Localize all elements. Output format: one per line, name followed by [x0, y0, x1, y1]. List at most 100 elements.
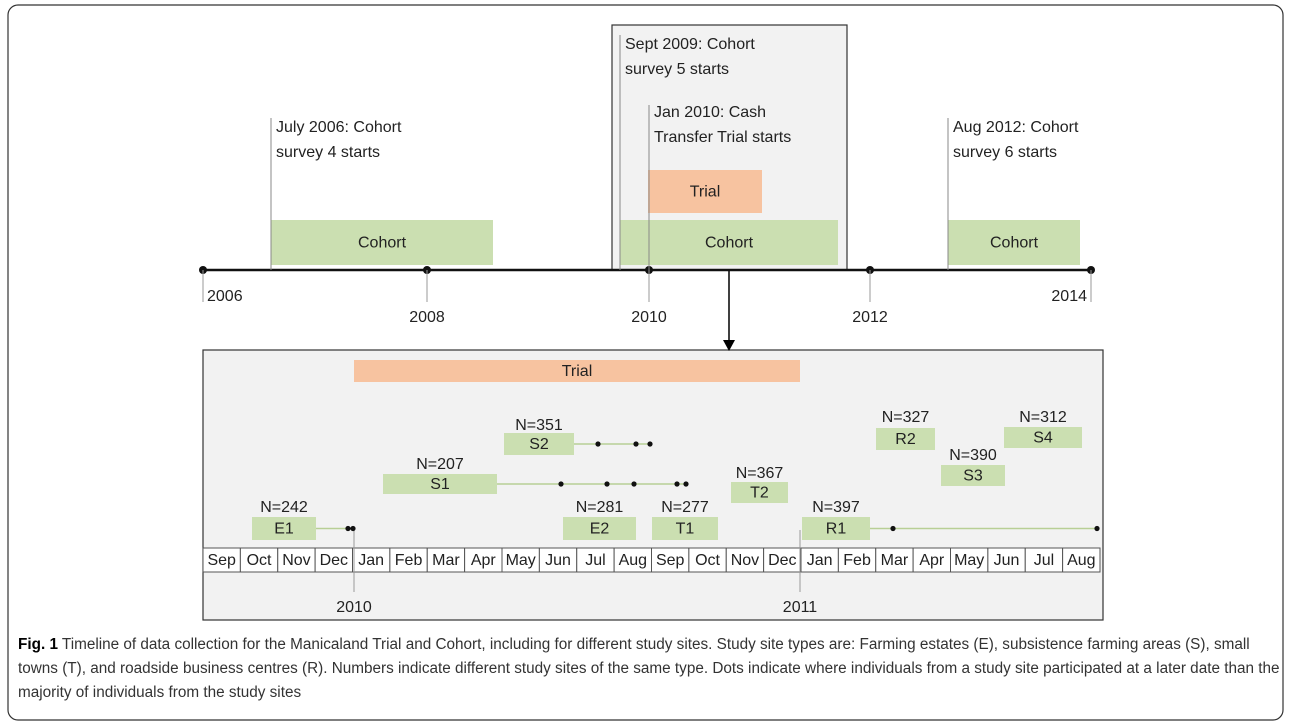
month-cell — [837, 547, 877, 573]
site-bar — [731, 482, 788, 503]
site-bar — [504, 433, 574, 455]
month-label: Mar — [881, 552, 909, 569]
followup-dot — [595, 441, 601, 447]
site-n: N=327 — [882, 409, 930, 426]
month-label: Mar — [432, 552, 460, 569]
year-label: 2008 — [409, 309, 445, 326]
site-n: N=312 — [1019, 409, 1067, 426]
month-cell — [912, 547, 951, 573]
period-bar — [271, 220, 493, 265]
site-n: N=367 — [736, 465, 784, 482]
site-bar — [563, 517, 636, 540]
frame — [7, 4, 1284, 721]
event-label: July 2006: Cohort — [276, 119, 402, 136]
month-label: Jul — [585, 552, 605, 569]
followup-dot — [1094, 525, 1100, 532]
followup-dot — [674, 481, 680, 487]
month-cell — [538, 547, 578, 573]
year-label: 2006 — [207, 288, 243, 305]
site-bar — [252, 517, 316, 540]
month-label: Aug — [619, 552, 647, 569]
site-n: N=281 — [576, 499, 624, 516]
event-label: Sept 2009: Cohort — [625, 36, 755, 53]
period-label: Cohort — [705, 235, 754, 252]
month-label: Dec — [768, 552, 796, 569]
period-label: Cohort — [990, 235, 1039, 252]
month-label: Jul — [1034, 552, 1054, 569]
period-bar — [620, 220, 838, 265]
month-label: Apr — [471, 552, 497, 569]
followup-dot — [890, 525, 896, 532]
month-cell — [651, 547, 690, 573]
month-label: Dec — [320, 552, 348, 569]
followup-dot — [345, 525, 351, 532]
followup-dot — [631, 481, 637, 487]
site-bar — [876, 428, 935, 450]
month-label: Oct — [695, 552, 720, 569]
arrow-head — [723, 340, 735, 351]
event-label: Transfer Trial starts — [654, 129, 791, 146]
event-label: survey 5 starts — [625, 61, 729, 78]
event-label: survey 4 starts — [276, 144, 380, 161]
site-label: S3 — [963, 468, 983, 485]
event-label: Aug 2012: Cohort — [953, 119, 1079, 136]
month-cell — [613, 547, 652, 573]
month-cell — [239, 547, 279, 573]
site-n: N=242 — [260, 499, 308, 516]
month-cell — [950, 547, 989, 573]
month-label: Apr — [919, 552, 945, 569]
month-label: Feb — [843, 552, 871, 569]
year-label: 2011 — [783, 599, 818, 616]
site-label: T1 — [676, 521, 695, 538]
caption-text: Timeline of data collection for the Mani… — [18, 636, 1280, 701]
followup-dot — [647, 441, 653, 447]
month-cell — [501, 547, 540, 573]
site-label: S2 — [529, 436, 549, 453]
site-n: N=390 — [949, 447, 997, 464]
site-label: S4 — [1033, 430, 1053, 447]
period-bar — [648, 170, 762, 213]
followup-dot — [633, 441, 639, 447]
month-label: Sep — [656, 552, 685, 569]
month-cell — [725, 547, 765, 573]
period-label: Trial — [690, 184, 721, 201]
year-label: 2010 — [336, 599, 372, 616]
site-label: S1 — [430, 476, 450, 493]
month-label: Feb — [395, 552, 423, 569]
trial-bar — [354, 360, 800, 382]
followup-dot — [350, 525, 356, 532]
site-label: E1 — [274, 521, 294, 538]
caption: Fig. 1 Timeline of data collection for t… — [18, 633, 1280, 705]
month-cell — [314, 547, 353, 573]
month-cell — [277, 547, 316, 573]
followup-dot — [604, 481, 610, 487]
site-n: N=351 — [515, 417, 563, 434]
site-bar — [941, 465, 1005, 486]
event-label: Jan 2010: Cash — [654, 104, 766, 121]
month-label: Oct — [247, 552, 272, 569]
caption-label: Fig. 1 — [18, 636, 58, 653]
month-cell — [1062, 547, 1101, 573]
month-cell — [763, 547, 802, 573]
followup-dot — [683, 481, 689, 487]
month-label: Aug — [1067, 552, 1095, 569]
year-label: 2012 — [852, 309, 888, 326]
month-label: Jan — [807, 552, 833, 569]
site-bar — [802, 517, 870, 540]
year-label: 2010 — [631, 309, 667, 326]
month-label: Jan — [358, 552, 384, 569]
year-label: 2014 — [1051, 288, 1087, 305]
month-label: May — [506, 552, 536, 569]
site-bar — [383, 474, 497, 494]
trial-label: Trial — [562, 363, 593, 380]
month-label: Nov — [731, 552, 759, 569]
month-label: Jun — [545, 552, 571, 569]
event-label: survey 6 starts — [953, 144, 1057, 161]
period-bar — [948, 220, 1080, 265]
month-label: Sep — [207, 552, 236, 569]
site-n: N=207 — [416, 456, 464, 473]
month-label: Nov — [282, 552, 310, 569]
month-cell — [202, 547, 241, 573]
